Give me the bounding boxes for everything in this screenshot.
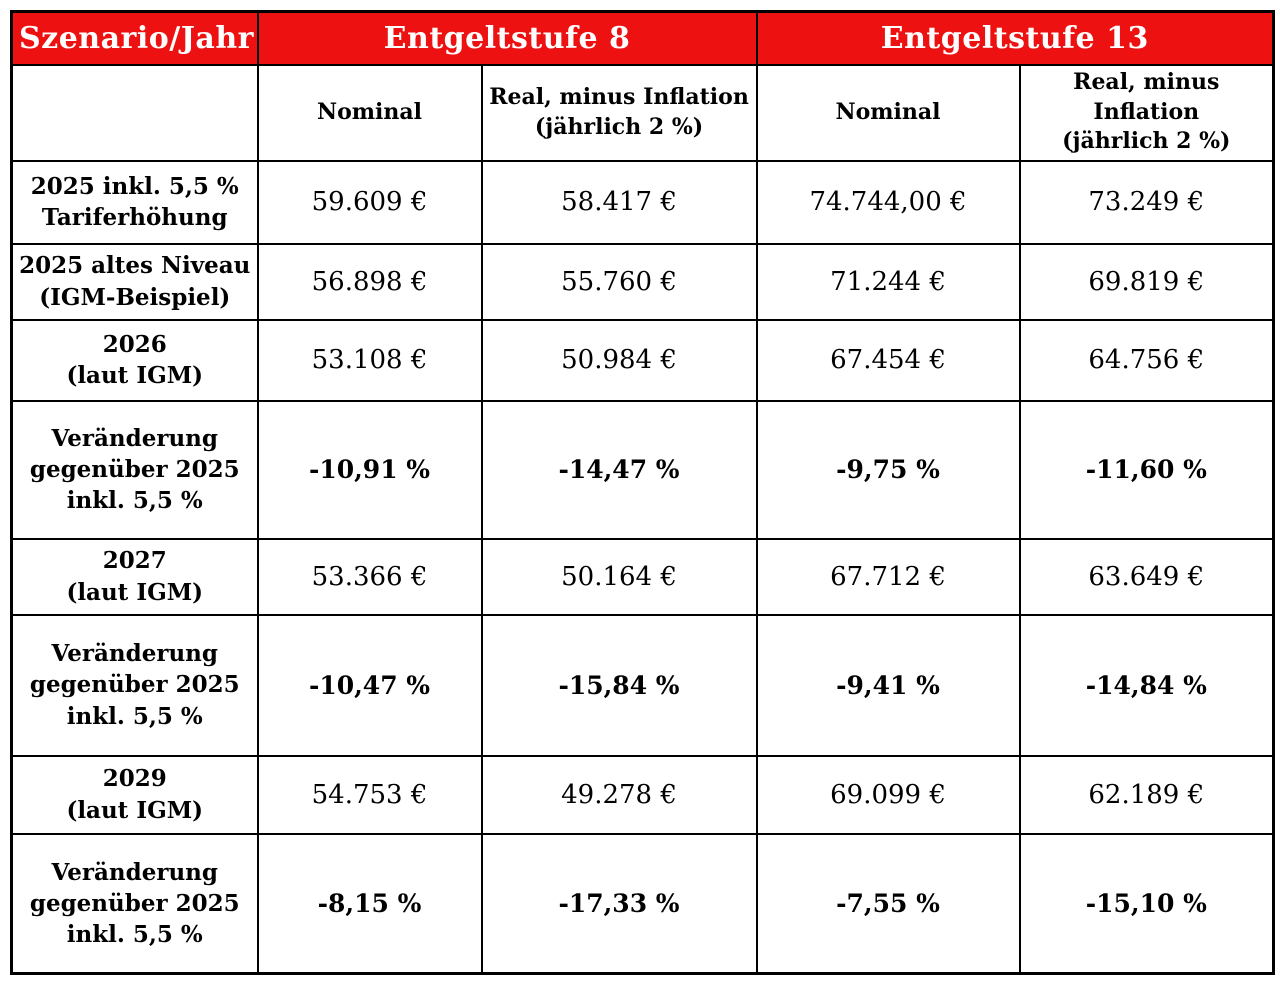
row-label: 2026 (laut IGM) — [10, 318, 259, 402]
table-row-veraenderung-2027: Veränderung gegenüber 2025 inkl. 5,5 % -… — [10, 613, 1275, 757]
table-row-2029: 2029 (laut IGM) 54.753 € 49.278 € 69.099… — [10, 754, 1275, 835]
cell-value: 50.164 € — [480, 537, 758, 616]
table-row-veraenderung-2029: Veränderung gegenüber 2025 inkl. 5,5 % -… — [10, 832, 1275, 975]
cell-value: 64.756 € — [1018, 318, 1275, 402]
cell-percent: -17,33 % — [480, 832, 758, 975]
row-label: 2029 (laut IGM) — [10, 754, 259, 835]
cell-value: 67.712 € — [755, 537, 1021, 616]
cell-value: 67.454 € — [755, 318, 1021, 402]
row-label: Veränderung gegenüber 2025 inkl. 5,5 % — [10, 832, 259, 975]
cell-value: 59.609 € — [256, 159, 483, 245]
sub-header-row: Nominal Real, minus Inflation (jährlich … — [10, 63, 1275, 162]
group-header-entgeltstufe-8: Entgeltstufe 8 — [256, 10, 758, 66]
cell-percent: -9,41 % — [755, 613, 1021, 757]
salary-comparison-table: Szenario/Jahr Entgeltstufe 8 Entgeltstuf… — [10, 10, 1276, 975]
table-row-2025-altes-niveau: 2025 altes Niveau (IGM-Beispiel) 56.898 … — [10, 242, 1275, 321]
cell-percent: -11,60 % — [1018, 399, 1275, 540]
table-row-2027: 2027 (laut IGM) 53.366 € 50.164 € 67.712… — [10, 537, 1275, 616]
sub-header-real-8: Real, minus Inflation (jährlich 2 %) — [480, 63, 758, 162]
cell-value: 55.760 € — [480, 242, 758, 321]
cell-percent: -9,75 % — [755, 399, 1021, 540]
row-label: Veränderung gegenüber 2025 inkl. 5,5 % — [10, 613, 259, 757]
group-header-row: Szenario/Jahr Entgeltstufe 8 Entgeltstuf… — [10, 10, 1275, 66]
cell-value: 71.244 € — [755, 242, 1021, 321]
cell-value: 53.366 € — [256, 537, 483, 616]
cell-value: 69.099 € — [755, 754, 1021, 835]
cell-percent: -8,15 % — [256, 832, 483, 975]
cell-percent: -10,47 % — [256, 613, 483, 757]
cell-value: 50.984 € — [480, 318, 758, 402]
cell-percent: -15,84 % — [480, 613, 758, 757]
cell-percent: -10,91 % — [256, 399, 483, 540]
cell-value: 74.744,00 € — [755, 159, 1021, 245]
cell-value: 58.417 € — [480, 159, 758, 245]
corner-header-cell: Szenario/Jahr — [10, 10, 259, 66]
cell-percent: -14,84 % — [1018, 613, 1275, 757]
cell-value: 63.649 € — [1018, 537, 1275, 616]
cell-percent: -15,10 % — [1018, 832, 1275, 975]
cell-value: 56.898 € — [256, 242, 483, 321]
row-label: 2025 inkl. 5,5 % Tariferhöhung — [10, 159, 259, 245]
table-row-2026: 2026 (laut IGM) 53.108 € 50.984 € 67.454… — [10, 318, 1275, 402]
row-label: 2025 altes Niveau (IGM-Beispiel) — [10, 242, 259, 321]
table-row-2025-inkl: 2025 inkl. 5,5 % Tariferhöhung 59.609 € … — [10, 159, 1275, 245]
sub-header-nominal-13: Nominal — [755, 63, 1021, 162]
cell-value: 69.819 € — [1018, 242, 1275, 321]
cell-value: 73.249 € — [1018, 159, 1275, 245]
salary-comparison-table-container: Szenario/Jahr Entgeltstufe 8 Entgeltstuf… — [10, 10, 1276, 975]
cell-value: 54.753 € — [256, 754, 483, 835]
sub-header-real-13: Real, minus Inflation (jährlich 2 %) — [1018, 63, 1275, 162]
cell-percent: -14,47 % — [480, 399, 758, 540]
cell-value: 53.108 € — [256, 318, 483, 402]
row-label: Veränderung gegenüber 2025 inkl. 5,5 % — [10, 399, 259, 540]
table-row-veraenderung-2026: Veränderung gegenüber 2025 inkl. 5,5 % -… — [10, 399, 1275, 540]
cell-percent: -7,55 % — [755, 832, 1021, 975]
sub-header-empty-cell — [10, 63, 259, 162]
cell-value: 49.278 € — [480, 754, 758, 835]
cell-value: 62.189 € — [1018, 754, 1275, 835]
sub-header-nominal-8: Nominal — [256, 63, 483, 162]
group-header-entgeltstufe-13: Entgeltstufe 13 — [755, 10, 1275, 66]
row-label: 2027 (laut IGM) — [10, 537, 259, 616]
